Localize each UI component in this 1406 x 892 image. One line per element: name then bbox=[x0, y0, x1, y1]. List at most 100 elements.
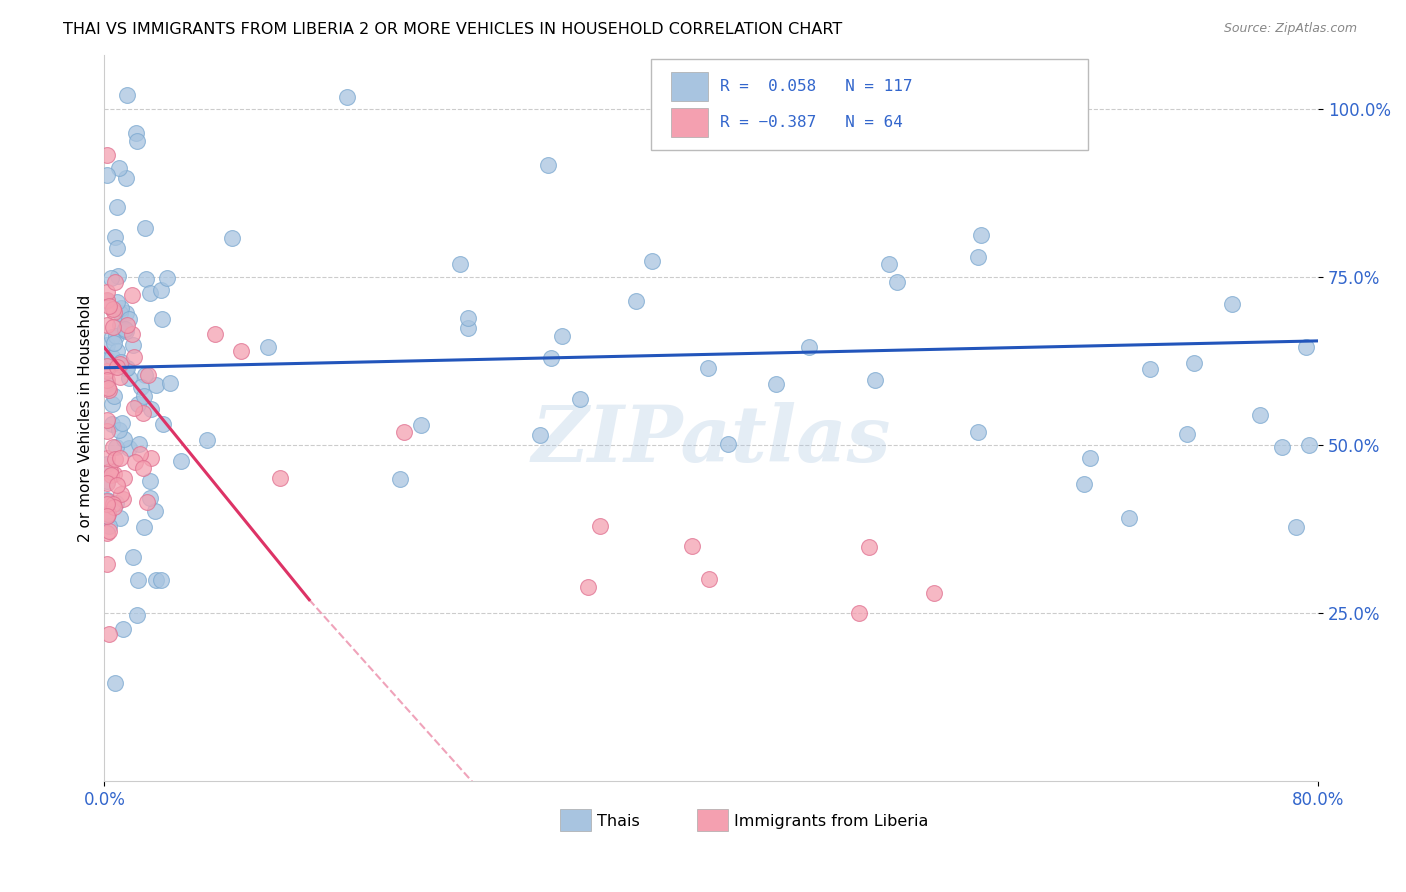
Point bbox=[104, 676, 127, 690]
Point bbox=[125, 134, 148, 148]
Text: Immigrants from Liberia: Immigrants from Liberia bbox=[734, 814, 929, 829]
Point bbox=[108, 358, 131, 372]
Point bbox=[127, 573, 149, 587]
Point bbox=[626, 294, 648, 309]
Point bbox=[858, 540, 880, 554]
Point bbox=[877, 257, 900, 271]
Point bbox=[128, 437, 150, 451]
Point bbox=[141, 402, 163, 417]
Point bbox=[540, 351, 562, 365]
Point bbox=[1139, 361, 1161, 376]
Point bbox=[1220, 297, 1243, 311]
Point bbox=[108, 161, 131, 175]
Point bbox=[108, 370, 131, 384]
Text: Thais: Thais bbox=[598, 814, 640, 829]
Point bbox=[96, 424, 118, 438]
Point bbox=[115, 360, 138, 375]
Point bbox=[96, 373, 118, 387]
Bar bbox=[671, 72, 707, 101]
Point bbox=[336, 89, 359, 103]
Point bbox=[150, 312, 173, 326]
Point bbox=[966, 425, 988, 439]
Point bbox=[103, 301, 125, 316]
Point bbox=[134, 221, 156, 235]
Point bbox=[96, 318, 118, 332]
Point bbox=[111, 417, 134, 431]
Point bbox=[96, 285, 118, 299]
Point bbox=[103, 467, 125, 481]
Point bbox=[114, 324, 136, 338]
Bar bbox=[697, 809, 728, 830]
Point bbox=[131, 406, 153, 420]
Point bbox=[149, 573, 172, 587]
Point bbox=[122, 401, 145, 416]
Point bbox=[409, 417, 432, 432]
Point bbox=[138, 491, 160, 505]
Point bbox=[110, 355, 132, 369]
Point bbox=[576, 580, 599, 594]
Point bbox=[110, 487, 132, 501]
Point bbox=[966, 250, 988, 264]
Point bbox=[550, 329, 572, 343]
Point bbox=[101, 417, 124, 431]
Point bbox=[681, 88, 703, 103]
Point bbox=[96, 493, 118, 508]
Point bbox=[96, 293, 118, 308]
Point bbox=[96, 359, 118, 374]
Point bbox=[121, 327, 143, 342]
Point bbox=[107, 200, 129, 214]
Point bbox=[96, 557, 118, 571]
Point bbox=[100, 397, 122, 411]
Point bbox=[96, 364, 118, 378]
Point bbox=[105, 241, 128, 255]
Point bbox=[112, 432, 135, 446]
Point bbox=[1073, 477, 1095, 491]
Point bbox=[112, 471, 135, 485]
Point bbox=[136, 368, 159, 383]
Point bbox=[588, 519, 610, 533]
Point bbox=[641, 253, 664, 268]
Point bbox=[848, 606, 870, 620]
Point bbox=[537, 158, 560, 172]
Point bbox=[103, 305, 125, 319]
Point bbox=[797, 340, 820, 354]
Point bbox=[115, 88, 138, 103]
Point bbox=[108, 451, 131, 466]
Point bbox=[96, 494, 118, 508]
Point bbox=[118, 312, 141, 326]
Point bbox=[131, 461, 153, 475]
Point bbox=[112, 622, 135, 636]
Point bbox=[170, 454, 193, 468]
Point bbox=[103, 389, 125, 403]
Point bbox=[105, 329, 128, 343]
Point bbox=[1298, 438, 1320, 452]
Point bbox=[100, 467, 122, 482]
Point bbox=[221, 231, 243, 245]
Point bbox=[122, 550, 145, 565]
Point bbox=[697, 572, 720, 586]
Point bbox=[970, 228, 993, 243]
Point bbox=[681, 539, 703, 553]
Point bbox=[107, 268, 129, 283]
Point bbox=[141, 451, 163, 466]
Point bbox=[101, 440, 124, 454]
Point bbox=[1182, 356, 1205, 370]
Point bbox=[1285, 520, 1308, 534]
Point bbox=[105, 295, 128, 310]
Point bbox=[152, 417, 174, 432]
Point bbox=[1118, 511, 1140, 525]
Point bbox=[134, 368, 156, 382]
Point bbox=[104, 276, 127, 290]
Point bbox=[457, 320, 479, 334]
Point bbox=[697, 360, 720, 375]
Point bbox=[125, 607, 148, 622]
Point bbox=[924, 586, 946, 600]
Point bbox=[118, 371, 141, 385]
Point bbox=[1295, 340, 1317, 354]
Point bbox=[104, 496, 127, 510]
Point bbox=[105, 360, 128, 375]
Point bbox=[108, 423, 131, 437]
Point bbox=[105, 344, 128, 359]
Bar bbox=[671, 108, 707, 137]
Point bbox=[139, 285, 162, 300]
